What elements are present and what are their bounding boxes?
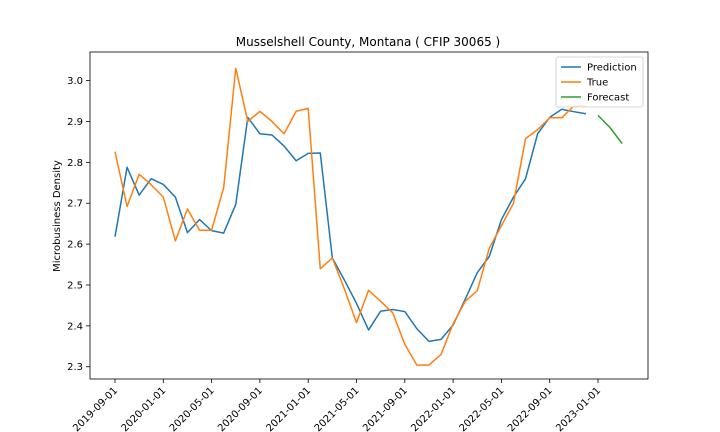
x-tick-label: 2023-01-01	[554, 385, 603, 432]
legend-label-prediction: Prediction	[587, 63, 637, 74]
x-tick-label: 2022-05-01	[458, 385, 507, 432]
x-tick-label: 2020-05-01	[168, 385, 217, 432]
y-tick-label: 2.3	[67, 362, 83, 373]
y-tick-label: 2.5	[67, 280, 83, 291]
y-tick-label: 2.8	[67, 158, 83, 169]
x-tick-label: 2019-09-01	[71, 385, 120, 432]
chart-title: Musselshell County, Montana ( CFIP 30065…	[236, 35, 500, 49]
y-tick-label: 2.6	[67, 240, 83, 251]
x-tick-label: 2021-09-01	[361, 385, 410, 432]
plot-frame	[89, 51, 649, 380]
legend-label-true: True	[586, 78, 608, 89]
x-tick-label: 2020-09-01	[216, 385, 265, 432]
x-tick-label: 2022-09-01	[506, 385, 555, 432]
x-tick-label: 2021-01-01	[264, 385, 313, 432]
legend: Prediction True Forecast	[555, 56, 644, 108]
series-line-forecast	[597, 114, 623, 145]
series-line-prediction	[114, 108, 587, 343]
x-tick-label: 2020-01-01	[120, 385, 169, 432]
x-tick-label: 2022-01-01	[409, 385, 458, 432]
y-tick-label: 2.7	[67, 199, 83, 210]
x-tick-label: 2021-05-01	[313, 385, 362, 432]
y-tick-label: 2.9	[67, 117, 83, 128]
y-tick-label: 3.0	[67, 76, 83, 87]
series-line-true	[114, 67, 586, 366]
legend-box	[555, 56, 644, 108]
y-axis-label: Microbusiness Density	[52, 160, 63, 272]
legend-label-forecast: Forecast	[587, 93, 629, 104]
y-tick-label: 2.4	[67, 321, 83, 332]
